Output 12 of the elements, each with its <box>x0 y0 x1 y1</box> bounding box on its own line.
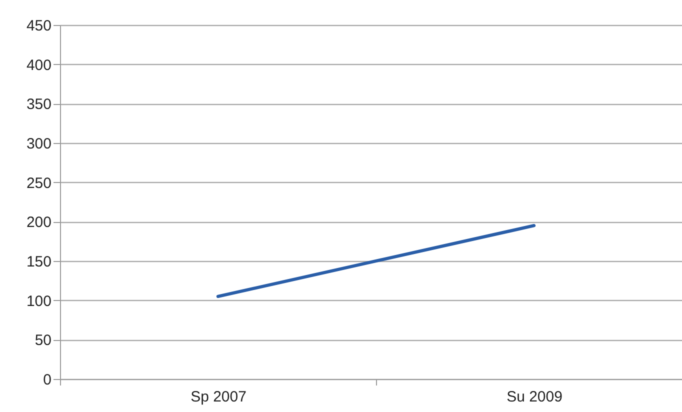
x-tick-label: Sp 2007 <box>190 388 246 406</box>
y-tick-label: 150 <box>26 254 52 270</box>
y-tick-label: 400 <box>26 56 52 74</box>
y-tick-label: 200 <box>26 214 52 232</box>
y-tick-label: 100 <box>26 292 52 310</box>
x-tick-label: Su 2009 <box>506 388 562 406</box>
y-tick-label: 250 <box>26 174 52 192</box>
y-tick-label: 300 <box>26 136 52 152</box>
y-tick-label: 50 <box>34 332 52 350</box>
y-tick-label: 350 <box>26 96 52 114</box>
y-tick-label: 0 <box>43 372 52 388</box>
y-tick-label: 450 <box>26 18 52 34</box>
